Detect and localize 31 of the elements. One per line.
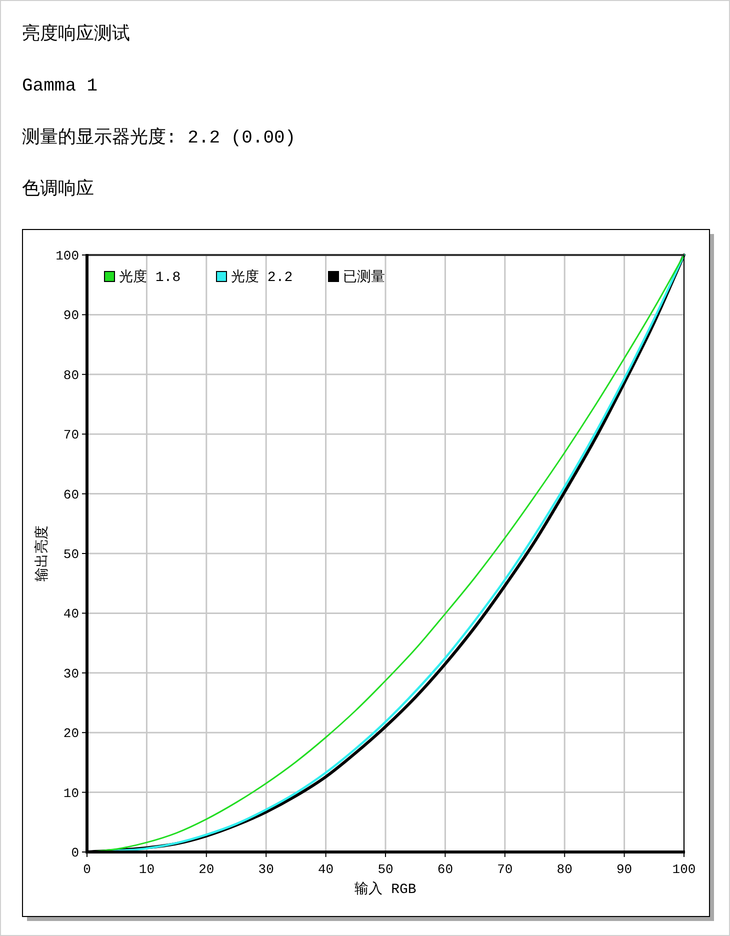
x-tick-label: 20 bbox=[198, 862, 214, 877]
y-tick-label: 0 bbox=[71, 846, 79, 860]
y-tick-label: 80 bbox=[63, 368, 79, 383]
x-tick-label: 30 bbox=[258, 862, 274, 877]
text: 测量的显示器光度: 2.2 (0.00) bbox=[22, 126, 296, 148]
y-tick-label: 60 bbox=[63, 487, 79, 502]
x-tick-label: 0 bbox=[83, 862, 91, 877]
y-tick-label: 20 bbox=[63, 726, 79, 742]
x-tick-label: 40 bbox=[318, 862, 334, 877]
x-tick-label: 80 bbox=[556, 862, 572, 877]
legend-label: 已测量 bbox=[343, 269, 385, 286]
legend-label: 光度 2.2 bbox=[231, 269, 293, 286]
y-tick-label: 100 bbox=[56, 248, 79, 264]
legend-label: 光度 1.8 bbox=[119, 269, 181, 286]
y-tick-label: 50 bbox=[63, 547, 79, 562]
y-tick-label: 40 bbox=[63, 606, 79, 622]
x-tick-label: 50 bbox=[378, 862, 394, 877]
y-tick-label: 10 bbox=[63, 786, 79, 801]
x-tick-label: 60 bbox=[437, 862, 454, 877]
x-axis-title: 输入 RGB bbox=[354, 881, 416, 898]
y-tick-label: 30 bbox=[63, 666, 79, 682]
x-tick-label: 90 bbox=[616, 862, 632, 877]
text: Gamma 1 bbox=[22, 76, 98, 97]
y-axis-title: 输出亮度 bbox=[34, 526, 51, 582]
y-tick-label: 70 bbox=[63, 428, 79, 443]
x-tick-label: 70 bbox=[497, 862, 513, 877]
y-tick-label: 90 bbox=[63, 308, 79, 324]
x-tick-label: 100 bbox=[672, 862, 696, 877]
text: 色调响应 bbox=[22, 178, 94, 200]
chart-title: 亮度响应测试 bbox=[22, 23, 130, 45]
x-tick-label: 10 bbox=[138, 862, 155, 877]
